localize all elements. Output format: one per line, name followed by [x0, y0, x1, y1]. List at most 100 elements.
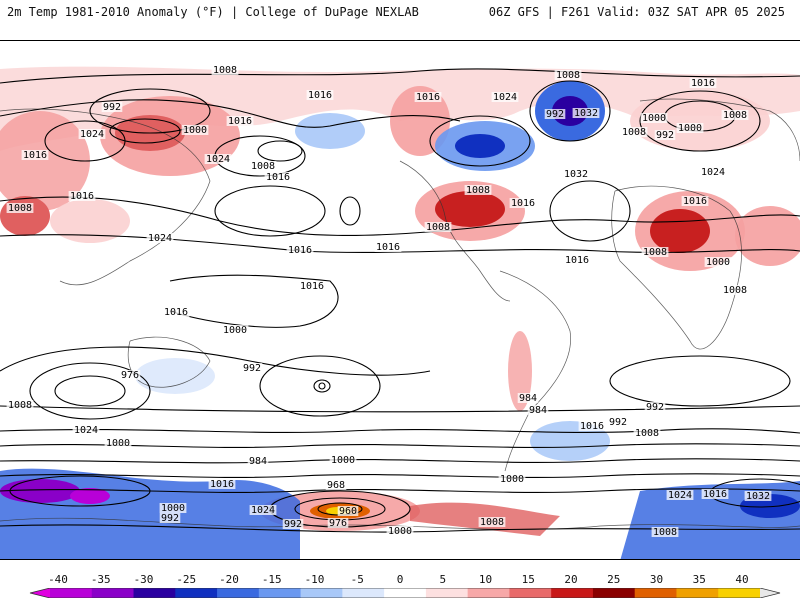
- isobar-label: 976: [329, 518, 347, 529]
- colorbar-tick-label: 10: [478, 573, 493, 586]
- isobar-label-bg: [264, 172, 292, 182]
- colorbar: [29, 588, 781, 598]
- cold-anomaly-canada-core: [455, 134, 505, 158]
- isobar-label: 984: [529, 405, 547, 416]
- isobar-label: 1032: [564, 169, 588, 180]
- colorbar-segment: [258, 588, 302, 598]
- isobar-label: 1008: [723, 285, 747, 296]
- isobar-label-bg: [104, 438, 132, 448]
- isobar-label-bg: [329, 455, 357, 465]
- isobar-label: 1000: [331, 455, 355, 466]
- isobar-label: 1000: [706, 257, 730, 268]
- isobar-label: 1024: [251, 505, 275, 516]
- isobar-label: 992: [656, 130, 674, 141]
- colorbar-segment: [467, 588, 510, 598]
- isobar-label-bg: [562, 169, 590, 179]
- isobar-label-bg: [721, 285, 749, 295]
- isobar-label: 1000: [223, 325, 247, 336]
- isobar-label-bg: [226, 116, 254, 126]
- isobar-label: 1000: [678, 123, 702, 134]
- isobar-label: 992: [546, 109, 564, 120]
- isobar-label-bg: [681, 196, 709, 206]
- isobar-label-bg: [162, 307, 190, 317]
- isobar-label-bg: [241, 363, 263, 373]
- colorbar-tick-label: 40: [735, 573, 749, 586]
- colorbar-tick-label: 5: [439, 573, 447, 586]
- model-run-info: 06Z GFS | F261 Valid: 03Z SAT APR 05 202…: [488, 5, 785, 19]
- colorbar-max-arrow: [760, 588, 780, 598]
- isobar-label-bg: [72, 425, 100, 435]
- isobar-label-bg: [699, 167, 727, 177]
- cold-anomaly-antarctica-spot: [70, 488, 110, 504]
- isobar-label: 1000: [183, 125, 207, 136]
- isobar-label-bg: [641, 247, 669, 257]
- isobar-label: 1016: [266, 172, 290, 183]
- isobars: [0, 68, 800, 533]
- colorbar-segment: [384, 588, 427, 598]
- anomaly-map: 1008 1016 1016 1024 1008 1016 992 1032 992 1000 10…: [0, 65, 800, 559]
- isobar-label-bg: [249, 505, 277, 515]
- isobar-label: 1016: [164, 307, 188, 318]
- isobar-label-bg: [204, 154, 232, 164]
- isobar-label-bg: [327, 518, 349, 528]
- isobar-label: 1016: [23, 150, 47, 161]
- colorbar-min-arrow: [30, 588, 50, 598]
- colorbar-tick-label: -5: [350, 573, 364, 586]
- isobar-label-bg: [282, 519, 304, 529]
- colorbar-outline: [29, 588, 781, 598]
- isobar-label-bg: [563, 255, 591, 265]
- isobar-label: 1016: [511, 198, 535, 209]
- colorbar-tick-label: 15: [521, 573, 535, 586]
- isobar-label: 1008: [213, 65, 237, 76]
- anomaly-shading: [0, 66, 800, 559]
- isobar-label: 1016: [683, 196, 707, 207]
- isobar-label-bg: [517, 393, 539, 403]
- isobar-label: 1000: [161, 503, 185, 514]
- warm-anomaly-andes: [508, 331, 532, 411]
- colorbar-segment: [634, 588, 677, 598]
- isobar-label: 1000: [642, 113, 666, 124]
- colorbar-segment: [175, 588, 218, 598]
- isobar-label: 1024: [701, 167, 725, 178]
- isobar-label: 1008: [426, 222, 450, 233]
- map-panel: 1008 1016 1016 1024 1008 1016 992 1032 992 1000 10…: [0, 40, 800, 560]
- cold-anomaly-alaska: [295, 113, 365, 149]
- isobar-label: 1024: [80, 129, 104, 140]
- isobar-label: 1008: [8, 400, 32, 411]
- isobar-label: 1016: [565, 255, 589, 266]
- isobar-label-bg: [181, 125, 209, 135]
- colorbar-segment: [676, 588, 719, 598]
- colorbar-segment: [50, 588, 93, 598]
- colorbar-segment: [425, 588, 469, 598]
- isobar-label-bg: [386, 526, 414, 536]
- colorbar-segment: [217, 588, 260, 598]
- isobar-label: 1016: [416, 92, 440, 103]
- colorbar-labels: -40 -35 -30 -25 -20 -15 -10 -5 0 5 10 15 20 25 30 35 40: [0, 573, 800, 587]
- isobar-label: 992: [103, 102, 121, 113]
- isobar-label: 1016: [691, 78, 715, 89]
- isobar-label-bg: [509, 198, 537, 208]
- cold-anomaly-pacific: [135, 358, 215, 394]
- isobar-label: 976: [121, 370, 139, 381]
- colorbar-tick-label: -15: [261, 573, 282, 586]
- isobar-label: 1008: [723, 110, 747, 121]
- isobar-label-bg: [554, 70, 582, 80]
- isobar-label-bg: [578, 421, 606, 431]
- isobar-label: 1008: [653, 527, 677, 538]
- isobar-label: 1016: [228, 116, 252, 127]
- isobar-label-bg: [572, 108, 600, 118]
- isobar-label: 992: [609, 417, 627, 428]
- colorbar-segment: [300, 588, 343, 598]
- isobar-label-bg: [159, 503, 187, 513]
- isobar-label-bg: [704, 257, 732, 267]
- isobar-label-bg: [374, 242, 402, 252]
- isobar-label-bg: [159, 513, 181, 523]
- colorbar-tick-label: 20: [564, 573, 578, 586]
- warm-anomaly-asia: [0, 111, 90, 211]
- isobar-label: 984: [249, 456, 267, 467]
- isobar-label-bg: [211, 65, 239, 75]
- isobar-label: 984: [519, 393, 537, 404]
- isobar-label: 1008: [622, 127, 646, 138]
- isobar-label-bg: [544, 109, 566, 119]
- isobar-label-bg: [221, 325, 249, 335]
